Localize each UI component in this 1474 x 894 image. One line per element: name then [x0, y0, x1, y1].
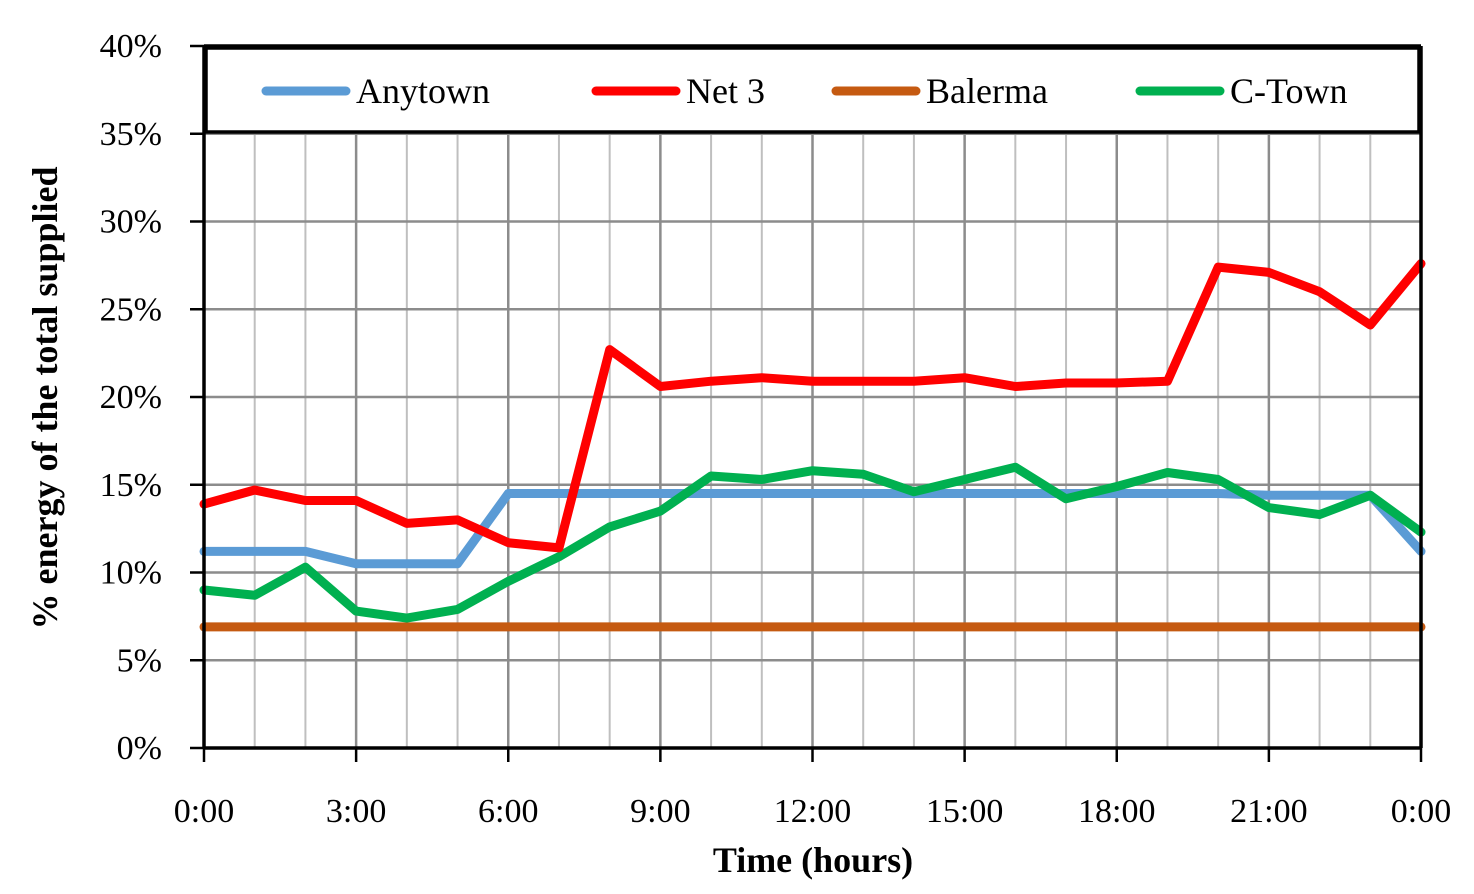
x-axis-title: Time (hours) — [713, 840, 913, 880]
series-line-c-town — [199, 462, 1426, 623]
y-axis-title: % energy of the total supplied — [25, 167, 65, 630]
x-tick-label: 12:00 — [774, 793, 851, 830]
series-line-anytown — [199, 489, 1426, 569]
series-line-net-3 — [199, 259, 1426, 553]
x-tick-label: 0:00 — [174, 793, 234, 830]
x-tick-label: 0:00 — [1391, 793, 1451, 830]
x-tick-label: 18:00 — [1078, 793, 1155, 830]
y-tick-label: 25% — [100, 291, 162, 328]
legend: Anytown Net 3 Balerma C-Town — [204, 46, 1421, 134]
x-tick-label: 3:00 — [326, 793, 386, 830]
x-tick-label: 21:00 — [1230, 793, 1307, 830]
x-tick-label: 15:00 — [926, 793, 1003, 830]
legend-label-net-3: Net 3 — [686, 71, 765, 111]
axes — [190, 44, 1423, 762]
y-tick-label: 0% — [117, 730, 162, 767]
y-tick-label: 35% — [100, 116, 162, 153]
y-tick-label: 40% — [100, 28, 162, 65]
y-tick-label: 15% — [100, 467, 162, 504]
x-tick-label: 9:00 — [630, 793, 690, 830]
y-tick-label: 20% — [100, 379, 162, 416]
y-tick-label: 30% — [100, 204, 162, 241]
legend-label-anytown: Anytown — [356, 71, 490, 111]
y-tick-label: 5% — [117, 642, 162, 679]
series-lines — [199, 259, 1426, 632]
y-tick-label: 10% — [100, 555, 162, 592]
grid — [202, 44, 1423, 750]
legend-label-c-town: C-Town — [1230, 71, 1347, 111]
x-tick-label: 6:00 — [478, 793, 538, 830]
y-tick-labels: 0% 5% 10% 15% 20% 25% 30% 35% 40% — [100, 28, 162, 767]
legend-label-balerma: Balerma — [926, 71, 1048, 111]
x-tick-labels: 0:00 3:00 6:00 9:00 12:00 15:00 18:00 21:00 0:00 — [174, 793, 1451, 830]
